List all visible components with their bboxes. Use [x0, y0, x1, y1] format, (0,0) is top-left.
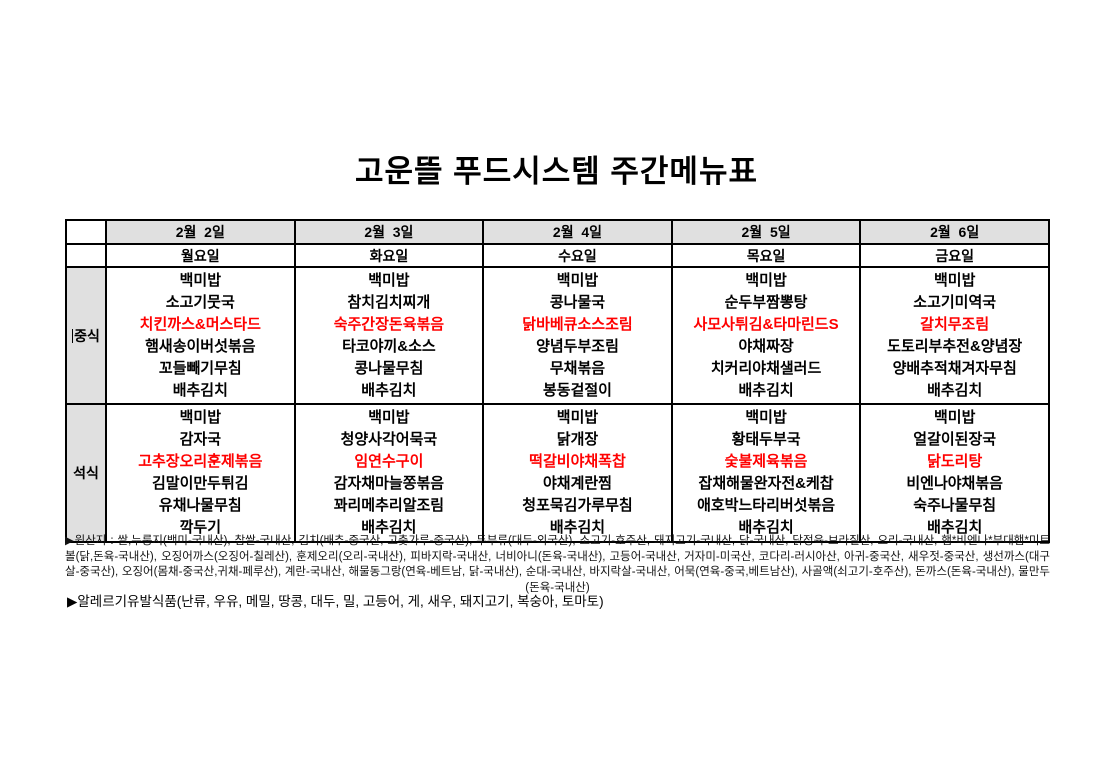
menu-item: 배추김치: [738, 519, 794, 536]
menu-item: 깍두기: [179, 519, 221, 536]
weekday-header-row: 월요일 화요일 수요일 목요일 금요일: [65, 243, 1050, 268]
menu-item: 순두부짬뽕탕: [724, 293, 808, 311]
menu-item: 백미밥: [556, 271, 599, 289]
menu-item: 타코야끼&소스: [342, 337, 436, 355]
menu-item: 배추김치: [361, 381, 417, 399]
page-title: 고운뜰 푸드시스템 주간메뉴표: [355, 154, 758, 189]
menu-item: 비엔나야채볶음: [906, 475, 1003, 492]
date-header-row: 2월 2일 2월 3일 2월 4일 2월 5일 2월 6일: [65, 219, 1050, 245]
menu-item-highlight: 치킨까스&머스타드: [139, 315, 261, 333]
menu-item: 햄새송이버섯볶음: [145, 337, 256, 355]
origin-info-text: ▶원산지 : 쌀,누룽지(백미-국내산), 찹쌀-국내산, 김치(배추-중국산,…: [65, 535, 1050, 594]
date-header-cell: 2월 2일: [105, 219, 296, 245]
menu-item: 배추김치: [549, 519, 606, 536]
menu-item: 양배추적채겨자무침: [892, 359, 1017, 377]
date-header-cell: 2월 5일: [670, 219, 862, 245]
menu-item-highlight: 임연수구이: [354, 453, 424, 470]
meal-label-text: 중식: [74, 327, 100, 344]
menu-item-highlight: 사모사튀김&타마린드S: [693, 315, 839, 333]
menu-item: 콩나물국: [549, 293, 606, 311]
weekday-header-cell: 목요일: [670, 243, 862, 268]
menu-item: 백미밥: [933, 271, 976, 289]
meal-row-lunch: 중식 백미밥 소고기뭇국 치킨까스&머스타드 햄새송이버섯볶음 꼬들빼기무침 배추김치 백미밥…: [65, 266, 1050, 405]
menu-item: 소고기미역국: [913, 293, 997, 311]
meal-label-dinner: 석식: [65, 403, 107, 543]
menu-item-highlight: 숙주간장돈육볶음: [333, 315, 445, 333]
date-header-cell: 2월 6일: [859, 219, 1050, 245]
text-cursor: [72, 328, 74, 343]
menu-item: 콩나물무침: [354, 359, 424, 377]
weekday-header-cell: 금요일: [859, 243, 1050, 268]
menu-item: 봉동겉절이: [542, 381, 612, 399]
menu-item: 꽈리메추리알조림: [333, 497, 445, 514]
menu-item-highlight: 숯불제육볶음: [724, 453, 808, 470]
date-header-cell: 2월 3일: [293, 219, 485, 245]
menu-item: 배추김치: [172, 381, 228, 399]
menu-item: 닭개장: [556, 431, 599, 448]
menu-item: 김말이만두튀김: [151, 475, 249, 492]
menu-item: 꼬들빼기무침: [158, 359, 242, 377]
menu-item: 도토리부추전&양념장: [887, 337, 1023, 355]
menu-item: 배추김치: [361, 519, 417, 536]
menu-item-highlight: 닭바베큐소스조림: [522, 315, 633, 333]
menu-item: 애호박느타리버섯볶음: [697, 497, 836, 514]
menu-item-highlight: 떡갈비야채폭찹: [529, 453, 626, 470]
weekday-header-cell: 화요일: [293, 243, 485, 268]
menu-item: 백미밥: [179, 271, 221, 289]
menu-item: 감자국: [179, 431, 221, 448]
menu-item: 무채볶음: [549, 359, 606, 377]
menu-item-highlight: 닭도리탕: [927, 453, 983, 470]
menu-item: 야채짜장: [738, 337, 794, 355]
menu-item: 숙주나물무침: [913, 497, 997, 514]
menu-item: 배추김치: [927, 381, 983, 399]
menu-item: 청포묵김가루무침: [522, 497, 633, 514]
allergy-info-text: ▶알레르기유발식품(난류, 우유, 메밀, 땅콩, 대두, 밀, 고등어, 게,…: [67, 594, 604, 609]
meal-row-dinner: 석식 백미밥 감자국 고추장오리훈제볶음 김말이만두튀김 유채나물무침 깍두기 백미밥 청양사각…: [65, 403, 1050, 543]
menu-item: 유채나물무침: [158, 497, 242, 514]
menu-item: 양념두부조림: [536, 337, 619, 355]
menu-item: 백미밥: [368, 271, 410, 289]
menu-item: 백미밥: [745, 271, 787, 289]
menu-item: 소고기뭇국: [165, 293, 235, 311]
weekday-header-cell: 월요일: [105, 243, 296, 268]
menu-item: 백미밥: [745, 409, 787, 426]
menu-item-highlight: 고추장오리훈제볶음: [138, 453, 263, 470]
menu-item: 치커리야채샐러드: [710, 359, 822, 377]
menu-item: 얼갈이된장국: [913, 431, 997, 448]
meal-label-lunch: 중식: [65, 266, 107, 405]
corner-cell: [65, 243, 107, 268]
menu-item-highlight: 갈치무조림: [920, 315, 990, 333]
menu-item: 잡채해물완자전&케찹: [698, 475, 834, 492]
date-header-cell: 2월 4일: [482, 219, 673, 245]
menu-item: 배추김치: [738, 381, 794, 399]
meal-label-text: 석식: [73, 465, 99, 481]
menu-item: 감자채마늘쫑볶음: [333, 475, 445, 492]
menu-item: 백미밥: [368, 409, 410, 426]
menu-item: 청양사각어묵국: [340, 431, 438, 448]
menu-item: 배추김치: [927, 519, 983, 536]
menu-item: 참치김치찌개: [347, 293, 431, 311]
menu-item: 야채계란찜: [542, 475, 612, 492]
menu-item: 백미밥: [179, 409, 221, 426]
menu-item: 황태두부국: [731, 431, 801, 448]
menu-item: 백미밥: [933, 409, 976, 426]
menu-item: 백미밥: [556, 409, 599, 426]
weekly-menu-table: 2월 2일 2월 3일 2월 4일 2월 5일 2월 6일 월요일 화요일 수요일 목요일 금요…: [65, 219, 1050, 543]
weekday-header-cell: 수요일: [482, 243, 673, 268]
corner-cell: [65, 219, 107, 245]
